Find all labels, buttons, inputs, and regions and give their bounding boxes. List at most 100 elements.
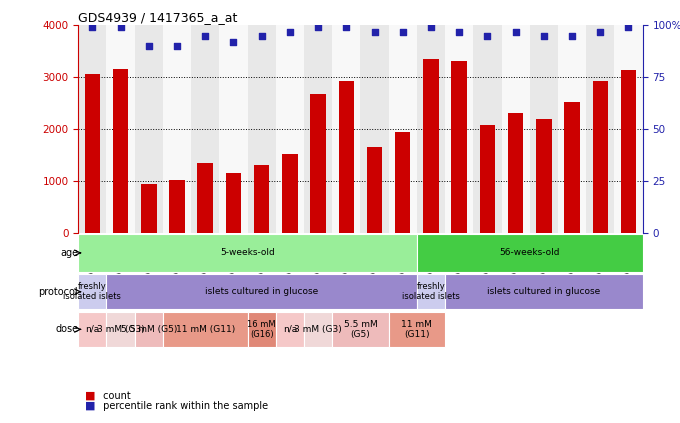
Text: islets cultured in glucose: islets cultured in glucose [205,287,318,296]
Bar [423,58,439,233]
Text: 11 mM
(G11): 11 mM (G11) [401,320,432,339]
Point [397,28,408,35]
Text: GSM1045555: GSM1045555 [511,235,520,286]
Bar [78,234,417,272]
Text: GSM1045569: GSM1045569 [342,235,351,286]
Bar [621,71,636,233]
Bar [389,312,445,347]
Bar [339,81,354,233]
Point [595,28,606,35]
Bar [389,25,417,233]
Text: 11 mM (G11): 11 mM (G11) [175,325,235,334]
Text: GSM1045562: GSM1045562 [144,235,153,286]
Bar [417,234,643,272]
Point [539,33,549,39]
Bar [106,25,135,233]
Point [510,28,521,35]
Text: GSM1045573: GSM1045573 [116,235,125,286]
Text: islets cultured in glucose: islets cultured in glucose [487,287,600,296]
Bar [226,173,241,233]
Bar [276,25,304,233]
Text: GSM1045558: GSM1045558 [596,348,605,402]
Text: GSM1045569: GSM1045569 [342,348,351,402]
Bar [78,312,106,347]
Text: dose: dose [55,324,78,334]
Bar [367,147,382,233]
Bar [113,69,129,233]
Text: percentile rank within the sample: percentile rank within the sample [100,401,268,411]
Text: GSM1045571: GSM1045571 [398,348,407,402]
Bar [479,126,495,233]
Bar [445,274,643,310]
Point [115,24,126,31]
Bar [276,312,304,347]
Text: GSM1045561: GSM1045561 [455,348,464,402]
Bar [282,154,298,233]
Bar [197,163,213,233]
Bar [219,25,248,233]
Text: GSM1045564: GSM1045564 [201,235,209,286]
Bar [84,74,100,233]
Bar [163,312,248,347]
Text: GSM1045561: GSM1045561 [455,235,464,286]
Bar [452,61,467,233]
Point [284,28,295,35]
Bar [395,132,411,233]
Point [171,43,182,49]
Text: 5.5 mM
(G5): 5.5 mM (G5) [343,320,377,339]
Text: n/a: n/a [85,325,99,334]
Text: ■: ■ [85,401,95,411]
Text: GSM1045559: GSM1045559 [624,348,633,402]
Bar [135,25,163,233]
Text: GDS4939 / 1417365_a_at: GDS4939 / 1417365_a_at [78,11,237,24]
Text: count: count [100,390,131,401]
Bar [135,312,163,347]
Text: GSM1045557: GSM1045557 [568,235,577,286]
Bar [163,25,191,233]
Text: GSM1045563: GSM1045563 [173,348,182,402]
Point [200,33,211,39]
Bar [473,25,502,233]
Text: GSM1045564: GSM1045564 [201,348,209,402]
Point [426,24,437,31]
Bar [417,25,445,233]
Text: GSM1045566: GSM1045566 [257,235,266,286]
Bar [254,165,269,233]
Text: 3 mM (G3): 3 mM (G3) [294,325,342,334]
Text: freshly
isolated islets: freshly isolated islets [63,283,121,301]
Bar [502,25,530,233]
Text: GSM1045570: GSM1045570 [370,348,379,402]
Bar [614,25,643,233]
Text: GSM1045565: GSM1045565 [229,348,238,402]
Text: GSM1045573: GSM1045573 [116,348,125,402]
Bar [248,312,276,347]
Point [623,24,634,31]
Bar [445,25,473,233]
Point [256,33,267,39]
Point [566,33,577,39]
Text: 56-weeks-old: 56-weeks-old [500,248,560,257]
Text: GSM1045557: GSM1045557 [568,348,577,402]
Text: GSM1045559: GSM1045559 [624,235,633,286]
Bar [417,274,445,310]
Bar [169,181,185,233]
Text: GSM1045558: GSM1045558 [596,235,605,286]
Bar [248,25,276,233]
Bar [530,25,558,233]
Bar [304,312,332,347]
Bar [78,25,106,233]
Text: GSM1045560: GSM1045560 [426,348,435,402]
Point [341,24,352,31]
Bar [191,25,219,233]
Bar [141,184,156,233]
Text: n/a: n/a [283,325,297,334]
Point [454,28,464,35]
Point [228,38,239,45]
Text: ■: ■ [85,390,95,401]
Text: GSM1045568: GSM1045568 [313,235,322,286]
Text: GSM1045562: GSM1045562 [144,348,153,402]
Point [482,33,493,39]
Text: GSM1045554: GSM1045554 [483,348,492,402]
Bar [564,102,580,233]
Text: GSM1045556: GSM1045556 [539,348,548,402]
